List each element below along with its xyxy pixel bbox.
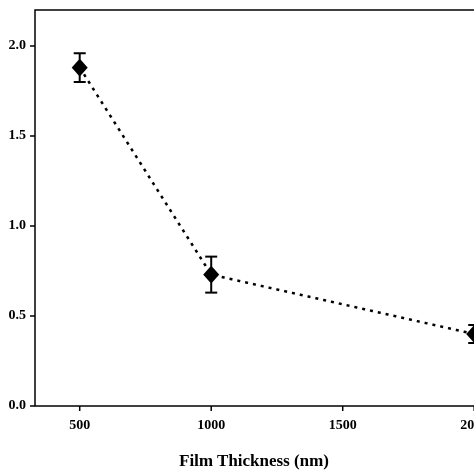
x-tick-label: 2000 — [460, 418, 474, 433]
y-tick-label: 0.5 — [9, 308, 27, 323]
marker — [71, 58, 88, 77]
y-tick-label: 0.0 — [9, 398, 27, 413]
marker — [466, 325, 474, 343]
series-line — [78, 66, 474, 336]
marker — [203, 265, 220, 284]
plot-frame — [34, 9, 474, 407]
x-axis-label: Film Thickness (nm) — [179, 451, 329, 470]
y-tick-label: 2.0 — [9, 38, 27, 53]
x-tick-label: 500 — [69, 418, 90, 433]
x-tick-label: 1500 — [329, 418, 357, 433]
x-tick-label: 1000 — [197, 418, 225, 433]
y-tick-label: 1.0 — [9, 218, 27, 233]
y-tick-label: 1.5 — [9, 128, 27, 143]
error-bar — [468, 324, 474, 344]
